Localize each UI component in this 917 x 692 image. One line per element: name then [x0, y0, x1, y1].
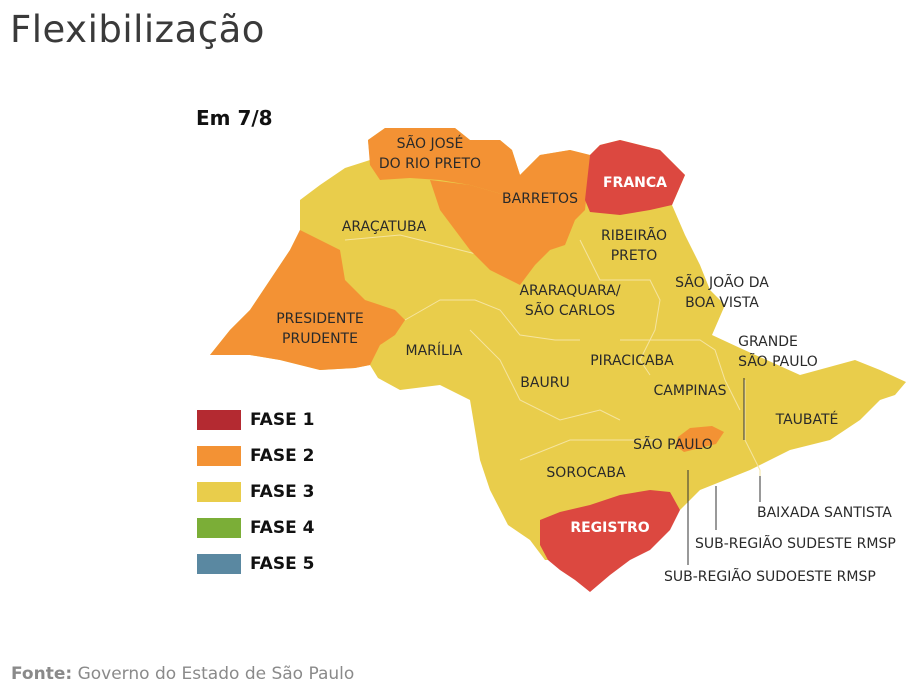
legend-item-fase3: FASE 3	[197, 474, 314, 510]
date-label: Em 7/8	[196, 106, 273, 130]
region-presidente-prudente	[210, 230, 405, 370]
source-text: Governo do Estado de São Paulo	[77, 664, 355, 684]
legend-swatch-fase4	[197, 518, 241, 538]
label-registro: REGISTRO	[570, 520, 649, 536]
label-sao-joao-line2: BOA VISTA	[685, 295, 759, 311]
label-sub-regiao-sudoeste: SUB-REGIÃO SUDOESTE RMSP	[664, 568, 876, 585]
legend-swatch-fase1	[197, 410, 241, 430]
label-sorocaba: SOROCABA	[546, 465, 626, 481]
label-piracicaba: PIRACICABA	[590, 353, 674, 369]
label-presidente-line2: PRUDENTE	[282, 331, 358, 347]
label-presidente-line1: PRESIDENTE	[276, 311, 364, 327]
legend-label-fase3: FASE 3	[250, 482, 315, 502]
label-sub-regiao-sudeste: SUB-REGIÃO SUDESTE RMSP	[695, 535, 896, 552]
label-taubate: TAUBATÉ	[775, 411, 839, 428]
legend: FASE 1 FASE 2 FASE 3 FASE 4 FASE 5	[197, 402, 314, 582]
label-baixada-santista: BAIXADA SANTISTA	[757, 505, 892, 521]
label-grande-sp-line2: SÃO PAULO	[738, 353, 818, 370]
legend-label-fase1: FASE 1	[250, 410, 315, 430]
label-ribeirao-line1: RIBEIRÃO	[601, 227, 667, 244]
legend-swatch-fase5	[197, 554, 241, 574]
label-franca: FRANCA	[603, 175, 667, 191]
label-marilia: MARÍLIA	[405, 342, 462, 359]
label-bauru: BAURU	[520, 375, 569, 391]
source-note: Fonte: Governo do Estado de São Paulo	[11, 664, 354, 684]
label-sao-jose-line2: DO RIO PRETO	[379, 156, 481, 172]
label-ribeirao-line2: PRETO	[611, 248, 658, 264]
region-barretos	[430, 150, 590, 285]
legend-label-fase5: FASE 5	[250, 554, 315, 574]
legend-label-fase2: FASE 2	[250, 446, 315, 466]
source-label: Fonte:	[11, 664, 73, 684]
label-aracatuba: ARAÇATUBA	[342, 219, 427, 235]
label-sao-joao-line1: SÃO JOÃO DA	[675, 274, 769, 291]
region-sao-paulo-capital	[676, 426, 724, 452]
legend-swatch-fase2	[197, 446, 241, 466]
region-franca	[585, 140, 685, 215]
legend-item-fase2: FASE 2	[197, 438, 314, 474]
page-title: Flexibilização	[10, 8, 265, 51]
label-sao-jose-line1: SÃO JOSÉ	[397, 135, 464, 152]
label-grande-sp-line1: GRANDE	[738, 334, 798, 350]
legend-item-fase1: FASE 1	[197, 402, 314, 438]
legend-item-fase4: FASE 4	[197, 510, 314, 546]
leader-lines	[687, 378, 761, 565]
label-araraquara-line1: ARARAQUARA/	[519, 283, 620, 299]
label-campinas: CAMPINAS	[654, 383, 727, 399]
label-barretos: BARRETOS	[502, 191, 578, 207]
label-sao-paulo: SÃO PAULO	[633, 436, 713, 453]
region-sao-jose-do-rio-preto	[368, 128, 512, 195]
legend-swatch-fase3	[197, 482, 241, 502]
region-registro	[540, 490, 680, 592]
legend-item-fase5: FASE 5	[197, 546, 314, 582]
legend-label-fase4: FASE 4	[250, 518, 315, 538]
label-araraquara-line2: SÃO CARLOS	[525, 302, 615, 319]
